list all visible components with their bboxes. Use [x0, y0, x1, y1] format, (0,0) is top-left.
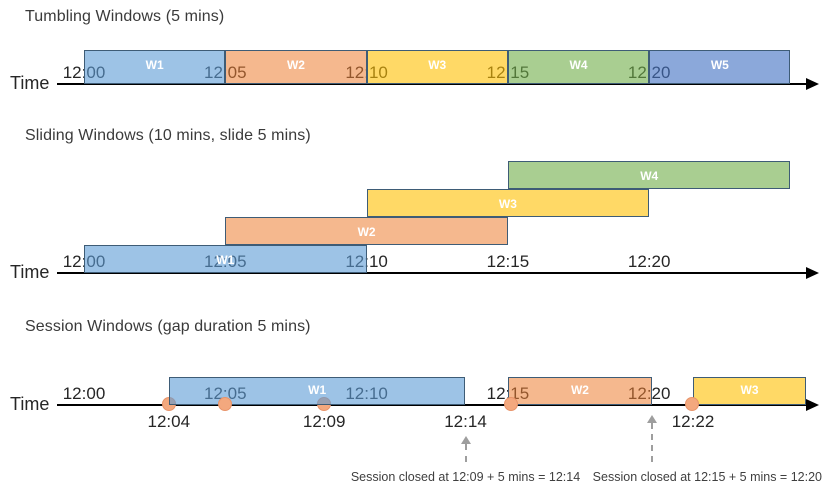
event-time-label: 12:09	[302, 412, 346, 431]
time-axis-label-session: Time	[10, 394, 50, 414]
time-axis-line	[57, 83, 808, 85]
window-bar-w2: W2	[225, 217, 508, 245]
axis-tick-label: 12:20	[627, 252, 671, 271]
window-bar-w4: W4	[507, 161, 791, 189]
window-bar-w3: W3	[366, 189, 650, 217]
window-bar-label: W1	[145, 58, 164, 72]
session-close-caption: Session closed at 12:15 + 5 mins = 12:20	[592, 470, 822, 484]
window-bar-w2: W2	[507, 377, 653, 405]
window-bar-w3: W3	[693, 377, 807, 405]
window-bar-label: W4	[569, 58, 588, 72]
time-axis-label-sliding: Time	[10, 262, 50, 282]
window-bar-w1: W1	[84, 50, 226, 84]
time-axis-line	[57, 404, 808, 406]
session-close-arrow	[464, 444, 467, 462]
time-axis-arrowhead	[806, 399, 819, 411]
event-time-label: 12:14	[444, 412, 487, 431]
window-bar-label: W1	[308, 383, 327, 397]
window-bar-w1: W1	[84, 245, 367, 273]
event-marker	[503, 397, 518, 411]
window-bar-label: W5	[710, 58, 729, 72]
axis-tick-label: 12:00	[62, 384, 106, 403]
session-close-arrow	[651, 423, 654, 462]
event-time-label: 12:22	[671, 412, 715, 431]
time-axis-arrowhead	[806, 267, 819, 279]
window-bar-w3: W3	[366, 50, 508, 84]
axis-tick-label: 12:15	[486, 252, 530, 271]
window-bar-label: W2	[286, 58, 305, 72]
tumbling-section-title: Tumbling Windows (5 mins)	[25, 8, 225, 25]
window-bar-label: W4	[640, 169, 659, 183]
time-axis-line	[57, 272, 808, 274]
event-marker	[684, 397, 699, 411]
time-axis-label-tumbling: Time	[10, 73, 50, 93]
window-bar-w2: W2	[225, 50, 367, 84]
session-close-arrowhead	[460, 436, 471, 444]
time-axis-arrowhead	[806, 78, 819, 90]
sliding-section-title: Sliding Windows (10 mins, slide 5 mins)	[25, 127, 311, 144]
window-bar-w5: W5	[649, 50, 791, 84]
event-time-label: 12:04	[147, 412, 191, 431]
window-bar-w1: W1	[168, 377, 466, 405]
window-bar-label: W2	[570, 383, 589, 397]
session-section-title: Session Windows (gap duration 5 mins)	[25, 318, 311, 335]
session-close-caption: Session closed at 12:09 + 5 mins = 12:14	[350, 470, 581, 484]
event-marker	[218, 397, 233, 411]
window-bar-label: W2	[357, 225, 376, 239]
window-bar-label: W3	[740, 383, 759, 397]
window-bar-w4: W4	[507, 50, 650, 84]
window-bar-label: W1	[216, 253, 235, 267]
window-bar-label: W3	[428, 58, 447, 72]
window-bar-label: W3	[498, 197, 517, 211]
session-close-arrowhead	[647, 415, 658, 423]
